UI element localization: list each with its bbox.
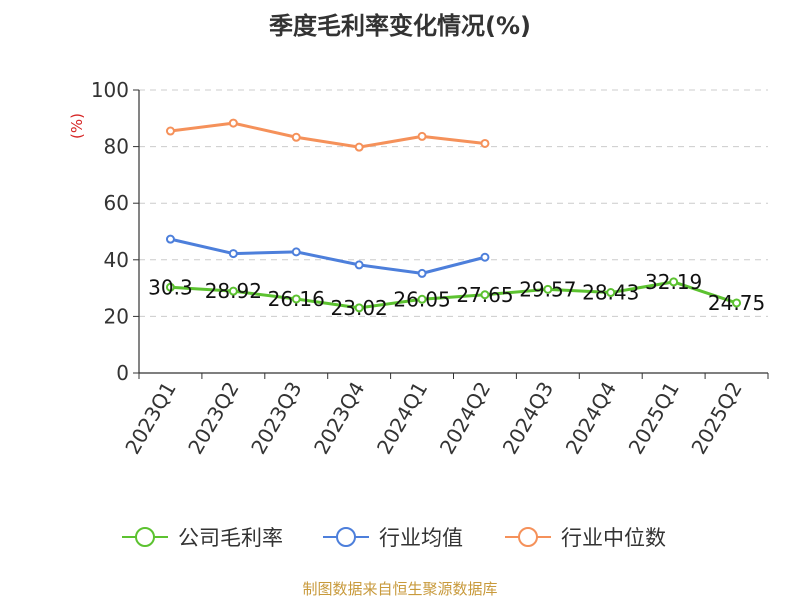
y-tick-label: 0 <box>116 361 129 385</box>
series-line-3 <box>170 121 486 149</box>
data-point <box>480 252 490 262</box>
chart-title: 季度毛利率变化情况(%) <box>269 12 531 40</box>
data-point <box>354 260 364 270</box>
x-tick-label: 2024Q1 <box>372 378 432 459</box>
x-tick-label: 2024Q2 <box>435 378 495 459</box>
data-point <box>165 282 175 292</box>
data-point <box>165 126 175 136</box>
x-tick-label: 2023Q3 <box>246 378 306 459</box>
legend-marker <box>336 527 356 547</box>
data-point <box>165 234 175 244</box>
data-point <box>228 286 238 296</box>
data-point <box>291 132 301 142</box>
data-source-note: 制图数据来自恒生聚源数据库 <box>302 580 498 598</box>
data-label: 24.75 <box>708 291 765 315</box>
data-label: 29.57 <box>519 277 576 301</box>
data-point <box>228 249 238 259</box>
legend-marker <box>518 527 538 547</box>
data-label: 23.02 <box>331 296 388 320</box>
data-label: 26.05 <box>393 287 450 311</box>
y-tick-label: 60 <box>104 191 129 215</box>
data-point <box>417 131 427 141</box>
x-tick-label: 2024Q3 <box>498 378 558 459</box>
data-label: 28.92 <box>205 279 262 303</box>
data-point <box>291 247 301 257</box>
data-point <box>291 294 301 304</box>
series-line-1 <box>170 280 738 310</box>
legend-label: 行业均值 <box>379 526 463 550</box>
data-point <box>417 268 427 278</box>
data-point <box>354 142 364 152</box>
series-line-2 <box>170 237 486 275</box>
x-tick-label: 2023Q1 <box>120 378 180 459</box>
x-tick-label: 2025Q1 <box>624 378 684 459</box>
data-label: 32.19 <box>645 270 702 294</box>
data-point <box>417 294 427 304</box>
legend-label: 公司毛利率 <box>178 526 283 550</box>
x-tick-label: 2023Q2 <box>183 378 243 459</box>
x-tick-label: 2024Q4 <box>561 378 621 459</box>
data-label: 26.16 <box>268 287 325 311</box>
data-point <box>228 118 238 128</box>
data-label: 30.3 <box>148 275 193 299</box>
data-point <box>543 284 553 294</box>
data-point <box>480 138 490 148</box>
y-tick-label: 100 <box>91 78 129 102</box>
data-point <box>669 277 679 287</box>
data-label: 27.65 <box>456 283 513 307</box>
data-point <box>354 303 364 313</box>
legend-marker <box>135 527 155 547</box>
data-point <box>606 288 616 298</box>
data-point <box>732 298 742 308</box>
x-tick-label: 2023Q4 <box>309 378 369 459</box>
y-axis-title: (%) <box>68 113 86 139</box>
y-tick-label: 40 <box>104 248 129 272</box>
y-tick-label: 20 <box>104 304 129 328</box>
y-tick-label: 80 <box>104 135 129 159</box>
legend-label: 行业中位数 <box>561 526 666 550</box>
data-point <box>480 290 490 300</box>
data-label: 28.43 <box>582 281 639 305</box>
x-tick-label: 2025Q2 <box>686 378 746 459</box>
